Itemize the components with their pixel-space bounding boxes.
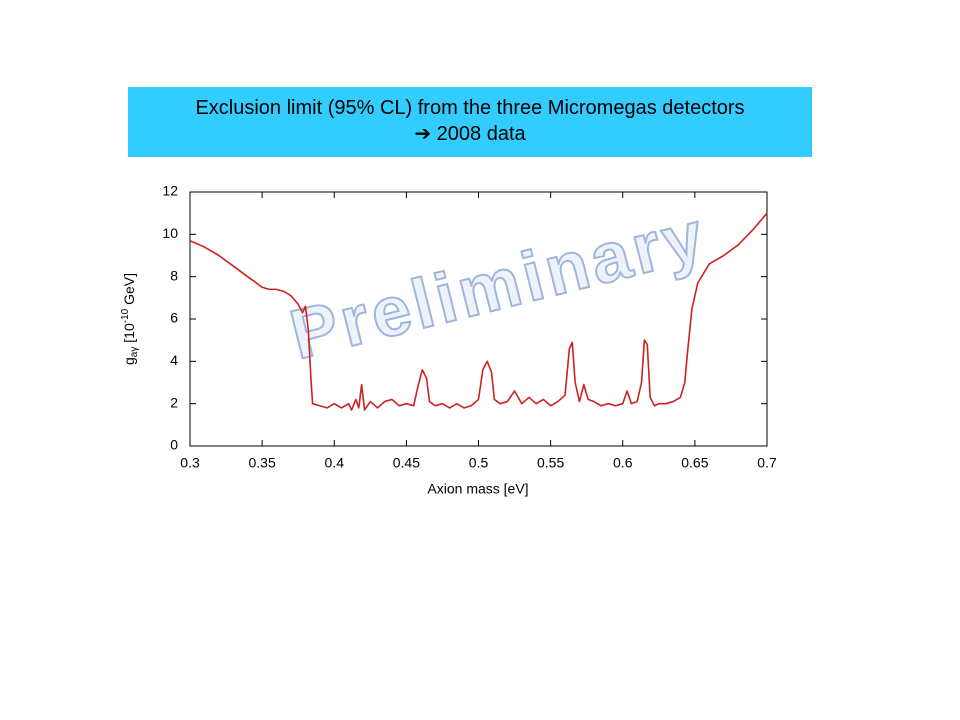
x-axis-label: Axion mass [eV] [427,481,528,497]
y-tick-label: 10 [162,225,178,241]
y-tick-label: 4 [170,352,178,368]
x-tick-label: 0.4 [325,455,345,471]
heading-line: Exclusion limit (95% CL) from the three … [195,97,745,119]
x-tick-label: 0.35 [249,455,276,471]
y-tick-label: 6 [170,310,178,326]
watermark: Preliminary [283,195,715,374]
y-label-part: g [121,357,137,365]
x-tick-label: 0.6 [613,455,633,471]
x-tick-label: 0.5 [469,455,489,471]
y-label-part: -10 [120,308,131,323]
y-tick-label: 0 [170,437,178,453]
y-tick-label: 8 [170,267,178,283]
data-line [189,212,768,411]
y-label-part: GeV] [121,273,137,309]
y-label-part: [10 [121,323,137,347]
y-label-part: aγ [129,347,140,358]
heading-line: ➔ 2008 data [414,123,526,145]
x-tick-label: 0.45 [393,455,420,471]
x-tick-label: 0.7 [757,455,777,471]
x-tick-label: 0.55 [537,455,564,471]
y-tick-label: 2 [170,394,178,410]
x-tick-label: 0.65 [681,455,708,471]
y-tick-label: 12 [162,183,178,199]
heading-box: Exclusion limit (95% CL) from the three … [128,87,812,157]
x-tick-label: 0.3 [180,455,200,471]
y-axis-label: gaγ [10-10 GeV] [120,273,140,365]
